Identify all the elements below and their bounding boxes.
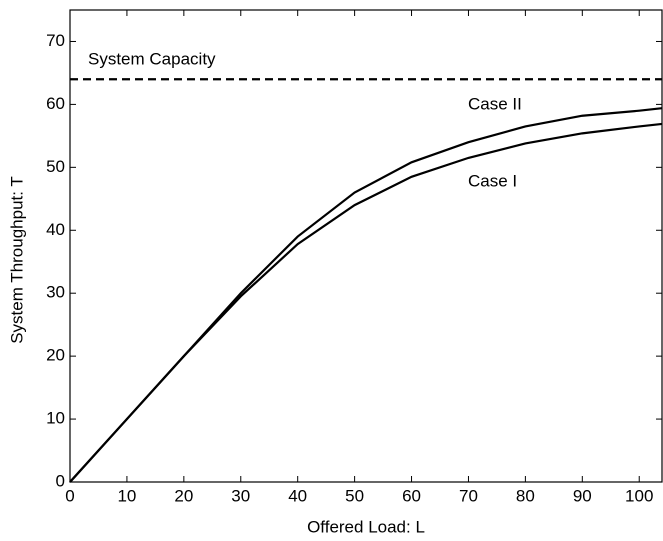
x-tick-label: 20: [174, 486, 193, 505]
x-tick-label: 60: [402, 486, 421, 505]
capacity-label: System Capacity: [88, 49, 216, 68]
series-line: [69, 107, 663, 483]
x-tick-label: 70: [459, 486, 478, 505]
x-tick-label: 50: [345, 486, 364, 505]
y-tick-label: 30: [46, 283, 65, 302]
x-tick-label: 90: [573, 486, 592, 505]
x-tick-label: 100: [625, 486, 653, 505]
x-tick-label: 80: [516, 486, 535, 505]
y-tick-label: 10: [46, 409, 65, 428]
y-tick-label: 60: [46, 94, 65, 113]
x-tick-label: 10: [117, 486, 136, 505]
x-tick-label: 0: [65, 486, 74, 505]
series-label: Case II: [468, 94, 522, 113]
y-tick-label: 40: [46, 220, 65, 239]
x-tick-label: 40: [288, 486, 307, 505]
y-tick-label: 50: [46, 157, 65, 176]
y-tick-label: 0: [56, 471, 65, 490]
series-line: [69, 122, 663, 483]
x-axis-label: Offered Load: L: [307, 517, 425, 536]
plot-frame: [69, 9, 663, 483]
x-tick-label: 30: [231, 486, 250, 505]
y-tick-label: 70: [46, 31, 65, 50]
y-tick-label: 20: [46, 346, 65, 365]
y-axis-label: System Throughput: T: [7, 176, 26, 344]
series-label: Case I: [468, 171, 517, 190]
